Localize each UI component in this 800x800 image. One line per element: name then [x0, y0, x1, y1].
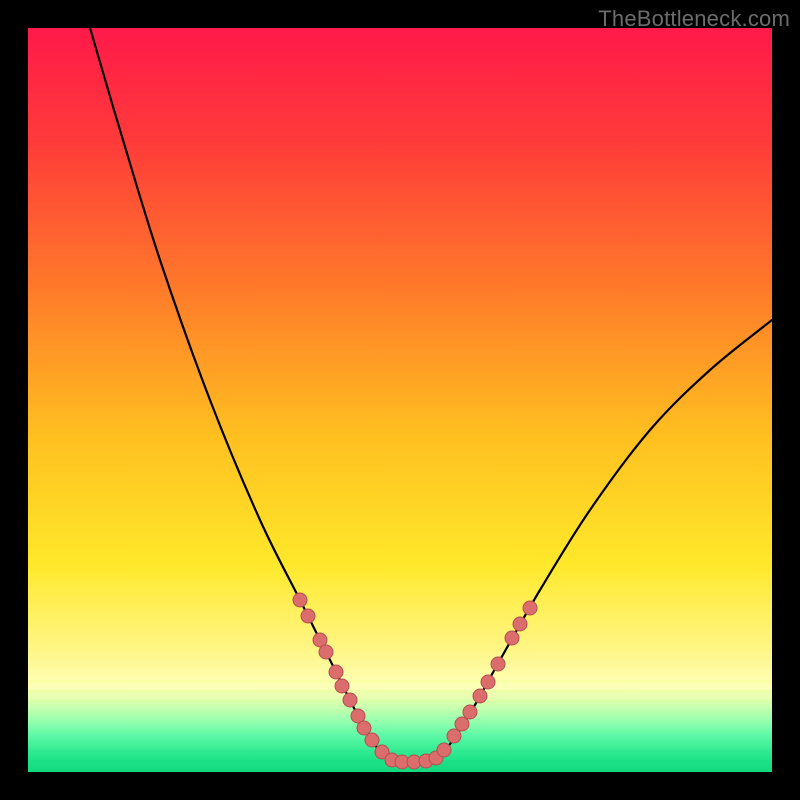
bottleneck-chart [0, 0, 800, 800]
watermark-text: TheBottleneck.com [598, 6, 790, 32]
chart-frame: TheBottleneck.com [0, 0, 800, 800]
